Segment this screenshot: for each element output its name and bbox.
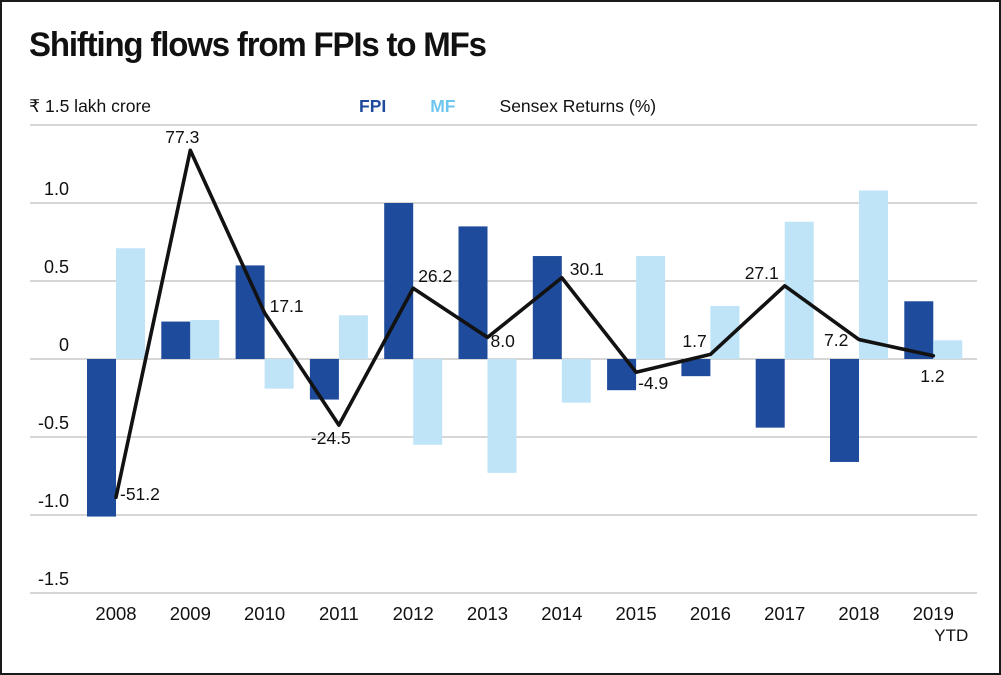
x-tick-label-2019: 2019 YTD (896, 603, 970, 646)
mf-bar-2012 (413, 359, 443, 445)
fpi-bar-2013 (458, 226, 488, 359)
mf-bars (116, 190, 963, 473)
sensex-value-label: 26.2 (418, 266, 453, 287)
x-tick-label-2011: 2011 (318, 603, 359, 624)
sensex-value-label: -51.2 (120, 484, 160, 505)
x-tick-label-2017: 2017 (764, 603, 806, 624)
mf-bar-2010 (264, 359, 294, 389)
fpi-bar-2009 (161, 321, 191, 359)
mf-bar-2008 (116, 248, 145, 359)
y-tick-label: -1.5 (37, 569, 69, 589)
fpi-bar-2018 (830, 359, 859, 462)
x-tick-label-2014: 2014 (541, 603, 583, 624)
x-tick-label-2009: 2009 (169, 603, 211, 624)
mf-bar-2019 (933, 340, 963, 359)
legend: FPI MF Sensex Returns (%) (359, 96, 656, 117)
fpi-bars (87, 203, 934, 517)
x-tick-label-2012: 2012 (392, 603, 434, 624)
y-tick-label: -1.0 (37, 491, 69, 511)
x-tick-label-2018: 2018 (838, 603, 880, 624)
legend-item-fpi: FPI (359, 96, 387, 116)
sensex-value-label: 17.1 (269, 295, 304, 316)
fpi-bar-2014 (532, 256, 562, 359)
legend-item-sensex: Sensex Returns (%) (499, 96, 657, 116)
sensex-line (114, 148, 936, 500)
sensex-value-label: 8.0 (490, 331, 515, 352)
x-tick-suffix: YTD (934, 626, 969, 645)
legend-item-mf: MF (430, 96, 456, 116)
y-tick-label: -0.5 (37, 413, 69, 433)
mf-bar-2011 (338, 315, 368, 359)
fpi-bar-2011 (309, 359, 339, 400)
mf-bar-2015 (636, 256, 666, 359)
x-tick-label-2015: 2015 (615, 603, 657, 624)
y-tick-label: 0.5 (43, 257, 69, 277)
y-axis-unit-label: ₹ 1.5 lakh crore (29, 96, 152, 116)
x-tick-label-2008: 2008 (95, 603, 137, 624)
sensex-value-label: 1.2 (920, 365, 945, 386)
sensex-value-label: 77.3 (165, 127, 200, 148)
x-tick-label-2013: 2013 (466, 603, 509, 624)
mf-bar-2013 (487, 359, 517, 473)
sensex-value-label: -4.9 (638, 373, 669, 394)
sensex-value-label: 30.1 (569, 258, 604, 279)
fpi-bar-2015 (607, 359, 637, 391)
sensex-value-label: 7.2 (824, 329, 849, 350)
mf-bar-2018 (859, 190, 888, 359)
sensex-value-label: 1.7 (682, 331, 707, 352)
fpi-bar-2008 (87, 359, 116, 517)
fpi-bar-2016 (681, 359, 711, 377)
mf-bar-2014 (561, 359, 591, 403)
sensex-value-label: -24.5 (310, 428, 351, 449)
fpi-bar-2017 (755, 359, 785, 428)
mf-bar-2009 (190, 320, 220, 359)
y-tick-label: 0 (58, 335, 69, 355)
chart-title: Shifting flows from FPIs to MFs (29, 26, 487, 64)
x-tick-label-2016: 2016 (689, 603, 731, 624)
y-tick-label: 1.0 (43, 179, 69, 199)
sensex-value-label: 27.1 (744, 262, 779, 283)
x-tick-label-2010: 2010 (244, 603, 286, 624)
